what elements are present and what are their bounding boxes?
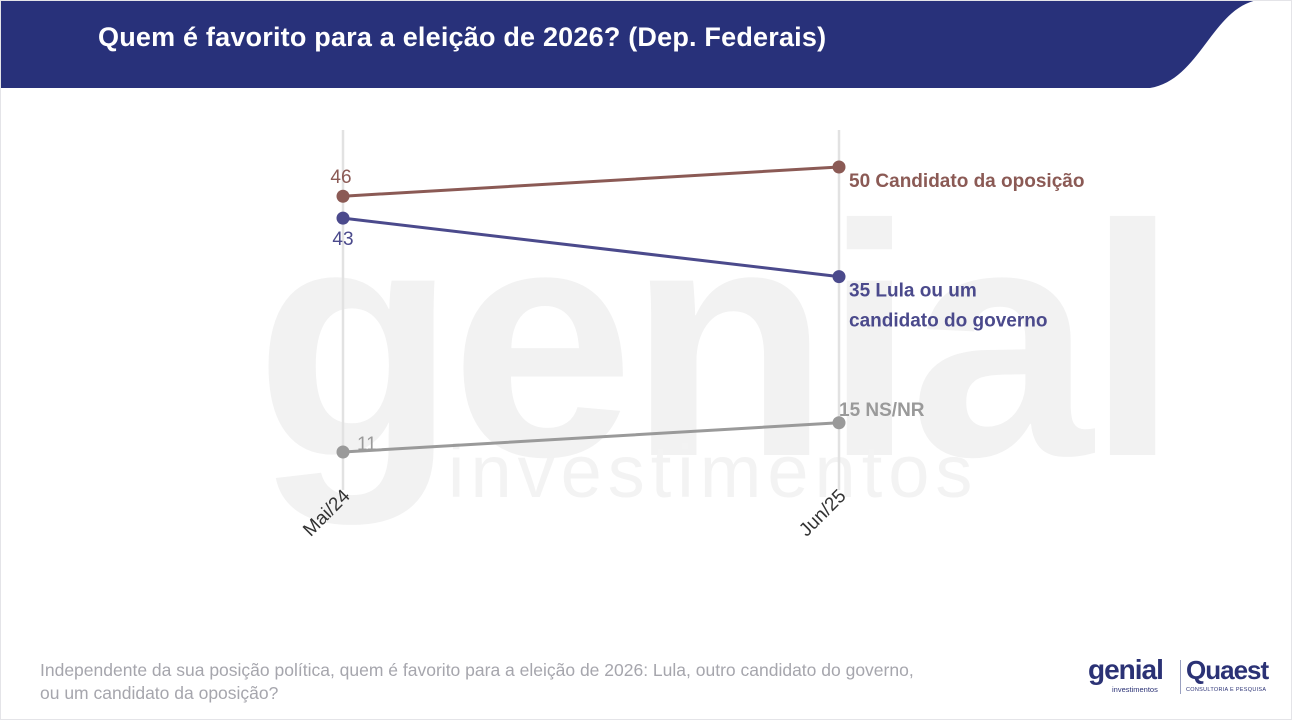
data-label-end: 15 NS/NR bbox=[839, 400, 925, 421]
series-line-2 bbox=[341, 216, 841, 279]
survey-question-line-1: Independente da sua posição política, qu… bbox=[40, 660, 914, 680]
quaest-logo-word: Quaest bbox=[1186, 655, 1269, 685]
genial-logo-sub: investimentos bbox=[1112, 685, 1158, 694]
genial-logo-word: genial bbox=[1088, 654, 1164, 685]
quaest-logo: Quaest CONSULTORIA E PESQUISA bbox=[1186, 655, 1269, 693]
data-label-end: 35 Lula ou um bbox=[849, 281, 977, 302]
data-point bbox=[832, 270, 846, 284]
data-point bbox=[336, 445, 350, 459]
data-point bbox=[336, 189, 350, 203]
quaest-logo-sub: CONSULTORIA E PESQUISA bbox=[1186, 687, 1267, 693]
header-shape bbox=[0, 0, 1258, 88]
genial-logo: genial investimentos bbox=[1088, 654, 1164, 695]
series-line-3 bbox=[341, 421, 841, 454]
logos: genial investimentos Quaest CONSULTORIA … bbox=[1088, 656, 1278, 700]
data-point bbox=[832, 416, 846, 430]
page-title: Quem é favorito para a eleição de 2026? … bbox=[98, 22, 827, 52]
data-point bbox=[832, 160, 846, 174]
data-point bbox=[336, 211, 350, 225]
survey-question: Independente da sua posição política, qu… bbox=[40, 659, 1050, 705]
data-label-end: 50 Candidato da oposição bbox=[849, 171, 1084, 192]
data-label-end: candidato do governo bbox=[849, 311, 1047, 332]
data-label-start: 46 bbox=[330, 167, 351, 188]
header-band bbox=[0, 0, 1292, 88]
data-label-start: 11 bbox=[357, 434, 377, 455]
series-line-1 bbox=[341, 165, 841, 198]
logo-divider bbox=[1180, 660, 1181, 694]
survey-question-line-2: ou um candidato da oposição? bbox=[40, 683, 279, 703]
x-tick-label: Mai/24 bbox=[299, 485, 354, 540]
data-label-start: 43 bbox=[332, 229, 353, 250]
x-tick-label: Jun/25 bbox=[795, 486, 850, 541]
